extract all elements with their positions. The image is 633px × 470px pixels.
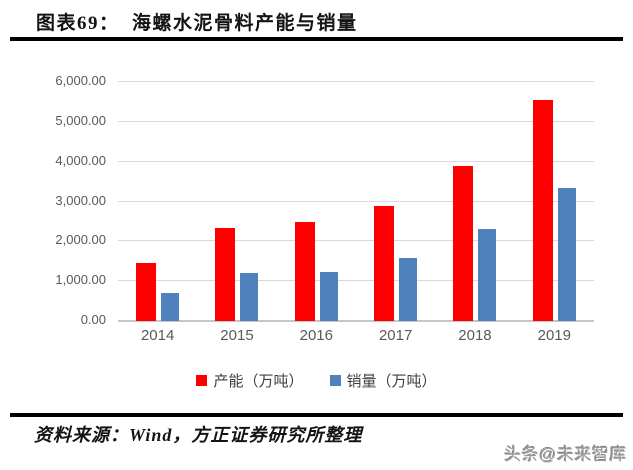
bar bbox=[240, 273, 259, 321]
title-rule bbox=[10, 37, 623, 41]
bar-group-2015 bbox=[197, 81, 276, 321]
bar bbox=[399, 258, 418, 321]
x-axis-label: 2017 bbox=[378, 327, 413, 344]
bar bbox=[294, 221, 315, 321]
y-axis-label: 3,000.00 bbox=[55, 192, 106, 208]
footer-rule bbox=[10, 413, 623, 417]
gridline bbox=[118, 160, 594, 162]
y-axis-label: 1,000.00 bbox=[55, 272, 106, 288]
y-axis-label: 5,000.00 bbox=[55, 112, 106, 128]
legend-item: 产能（万吨） bbox=[196, 370, 304, 391]
chart-legend: 产能（万吨） 销量（万吨） bbox=[0, 370, 633, 391]
gridline bbox=[118, 200, 594, 202]
legend-swatch-icon bbox=[196, 375, 208, 386]
x-axis-label: 2014 bbox=[140, 327, 175, 344]
bar-group-2014 bbox=[118, 81, 197, 321]
bar bbox=[532, 100, 553, 321]
source-note: 资料来源：Wind，方正证券研究所整理 bbox=[34, 425, 363, 445]
bar bbox=[478, 229, 497, 321]
bar-group-2018 bbox=[435, 81, 514, 321]
gridline bbox=[118, 120, 594, 122]
bar bbox=[319, 272, 338, 321]
x-axis-label: 2018 bbox=[458, 327, 492, 344]
x-axis-baseline bbox=[118, 320, 594, 322]
y-axis-label: 0.00 bbox=[80, 312, 106, 327]
x-axis-label: 2019 bbox=[537, 327, 571, 344]
y-axis-label: 2,000.00 bbox=[55, 232, 106, 248]
x-axis: 2014 2015 2016 2017 2018 2019 bbox=[118, 327, 594, 344]
bar-group-2019 bbox=[515, 81, 594, 321]
legend-swatch-icon bbox=[329, 375, 341, 386]
bar-chart: 2014 2015 2016 2017 2018 2019 0.00 1,000.00 2,0… bbox=[0, 55, 633, 365]
page-title: 图表69： 海螺水泥骨料产能与销量 bbox=[36, 13, 358, 34]
bars-row bbox=[118, 81, 594, 321]
plot-area bbox=[118, 81, 594, 322]
y-axis-label: 6,000.00 bbox=[55, 73, 106, 88]
bar bbox=[161, 292, 180, 321]
bar bbox=[557, 187, 576, 321]
legend-item: 销量（万吨） bbox=[329, 370, 437, 391]
gridline bbox=[118, 240, 594, 242]
x-axis-label: 2016 bbox=[299, 327, 333, 344]
gridline bbox=[118, 81, 594, 82]
watermark: 头条@未来智库 bbox=[504, 445, 627, 464]
bar bbox=[215, 227, 236, 321]
bar-group-2017 bbox=[356, 81, 435, 321]
gridline bbox=[118, 280, 594, 282]
y-axis-label: 4,000.00 bbox=[55, 152, 106, 168]
bar-group-2016 bbox=[277, 81, 356, 321]
legend-label: 产能（万吨） bbox=[213, 373, 304, 390]
legend-label: 销量（万吨） bbox=[346, 373, 437, 390]
bar bbox=[374, 206, 395, 321]
bar bbox=[453, 166, 474, 321]
bar bbox=[136, 263, 157, 321]
x-axis-label: 2015 bbox=[220, 327, 254, 344]
